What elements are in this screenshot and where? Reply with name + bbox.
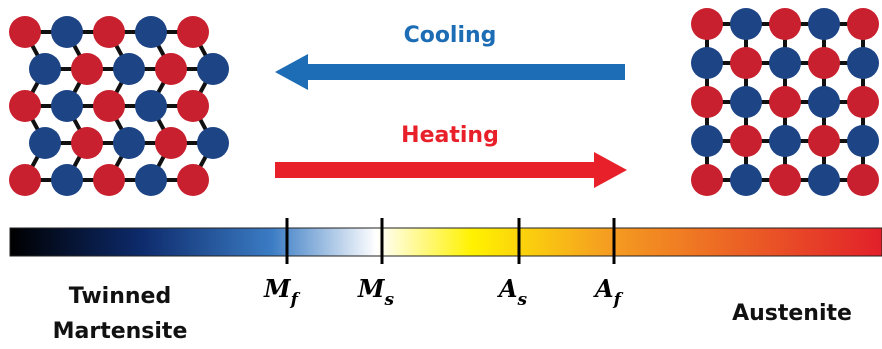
atom — [730, 125, 762, 157]
marker-label: Ms — [357, 274, 395, 310]
atom — [808, 47, 840, 79]
atom — [769, 86, 801, 118]
atom — [808, 86, 840, 118]
atom — [51, 90, 83, 122]
austenite-lattice — [691, 8, 879, 196]
atom — [808, 8, 840, 40]
atom — [769, 47, 801, 79]
marker-label: Mf — [263, 274, 301, 310]
atom — [847, 164, 879, 196]
atom — [9, 164, 41, 196]
atom — [9, 16, 41, 48]
atom — [847, 47, 879, 79]
atom — [177, 90, 209, 122]
marker-symbol: M — [263, 274, 292, 303]
atom — [691, 164, 723, 196]
atom — [177, 16, 209, 48]
atom — [113, 127, 145, 159]
diagram: Cooling Heating MfMsAsAf Twinned Martens… — [0, 0, 882, 349]
atom — [730, 164, 762, 196]
atom — [51, 16, 83, 48]
atom — [177, 164, 209, 196]
atom — [93, 16, 125, 48]
atom — [730, 8, 762, 40]
atom — [155, 53, 187, 85]
atom — [691, 47, 723, 79]
atom — [197, 127, 229, 159]
atom — [730, 47, 762, 79]
atom — [155, 127, 187, 159]
atom — [691, 8, 723, 40]
atom — [769, 125, 801, 157]
atom — [691, 125, 723, 157]
marker-label: As — [497, 274, 528, 310]
atom — [730, 86, 762, 118]
cooling-arrow — [275, 54, 625, 90]
marker-label: Af — [593, 274, 624, 310]
atom — [135, 90, 167, 122]
atom — [691, 86, 723, 118]
atom — [847, 125, 879, 157]
atom — [51, 164, 83, 196]
marker-subscript: s — [517, 290, 528, 310]
atom — [197, 53, 229, 85]
phase-label: Twinned — [69, 284, 171, 309]
atom — [769, 8, 801, 40]
phase-label: Martensite — [53, 319, 188, 344]
atom — [93, 164, 125, 196]
atom — [847, 86, 879, 118]
phase-label: Austenite — [732, 301, 852, 326]
martensite-lattice — [9, 16, 229, 196]
atom — [847, 8, 879, 40]
marker-subscript: f — [290, 290, 301, 310]
atom — [113, 53, 145, 85]
heating-label: Heating — [401, 123, 499, 148]
heating-arrow — [275, 152, 627, 188]
atom — [71, 53, 103, 85]
atom — [135, 16, 167, 48]
atom — [808, 125, 840, 157]
marker-symbol: A — [593, 274, 614, 303]
temperature-bar — [10, 228, 882, 256]
atom — [769, 164, 801, 196]
atom — [93, 90, 125, 122]
atom — [29, 127, 61, 159]
atom — [9, 90, 41, 122]
marker-subscript: f — [613, 290, 624, 310]
atom — [29, 53, 61, 85]
marker-symbol: M — [357, 274, 386, 303]
marker-subscript: s — [384, 290, 395, 310]
atom — [71, 127, 103, 159]
cooling-label: Cooling — [404, 23, 497, 48]
marker-symbol: A — [497, 274, 518, 303]
atom — [808, 164, 840, 196]
atom — [135, 164, 167, 196]
